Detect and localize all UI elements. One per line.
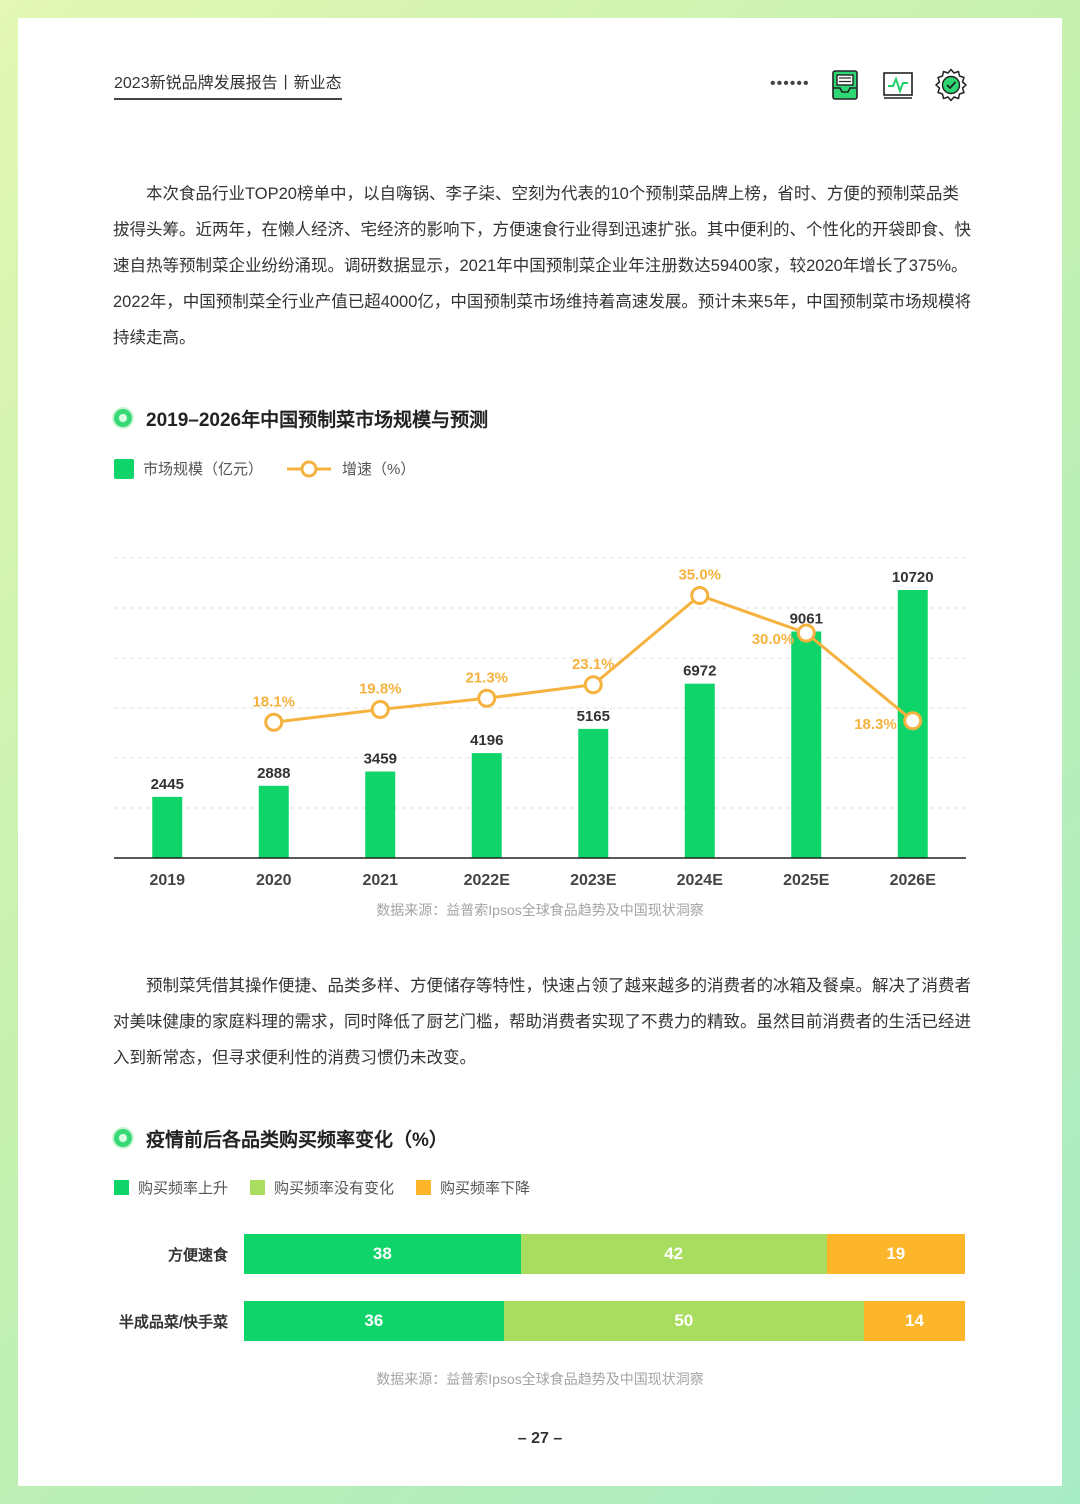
- second-paragraph: 预制菜凭借其操作便捷、品类多样、方便储存等特性，快速占领了越来越多的消费者的冰箱…: [113, 977, 971, 1067]
- growth-label: 30.0%: [752, 631, 795, 648]
- chart1-source: 数据来源：益普索Ipsos全球食品趋势及中国现状洞察: [376, 902, 704, 918]
- growth-label: 21.3%: [465, 669, 508, 686]
- bar-value-label: 5165: [577, 708, 610, 725]
- growth-point: [370, 700, 390, 719]
- growth-label: 23.1%: [572, 656, 615, 673]
- bar-2021: [365, 771, 396, 858]
- bar-value-label: 2445: [151, 776, 184, 793]
- legend-up-label: 购买频率上升: [138, 1180, 229, 1197]
- inbox-icon[interactable]: [828, 68, 862, 102]
- down-swatch-icon: [416, 1180, 432, 1195]
- document-title: 2023新锐品牌发展报告丨新业态: [114, 75, 342, 92]
- bar-2019: [152, 796, 183, 858]
- growth-point: [903, 711, 923, 731]
- growth-point: [477, 688, 497, 708]
- category-label: 半成品菜/快手菜: [118, 1314, 228, 1331]
- bar-swatch-icon: [114, 458, 134, 479]
- chart1-title-text: 2019–2026年中国预制菜市场规模与预测: [146, 409, 489, 431]
- line-swatch-icon: [287, 460, 332, 477]
- x-tick-label: 2025E: [783, 872, 830, 889]
- bar-2022E: [471, 753, 502, 858]
- page-number: – 27 –: [517, 1430, 563, 1447]
- intro-paragraph: 本次食品行业TOP20榜单中，以自嗨锅、李子柒、空刻为代表的10个预制菜品牌上榜…: [113, 185, 972, 347]
- market-size-chart: 2445 2019 2888 2020 3459 2021 4196 2022E 5165 202…: [114, 557, 966, 889]
- chart2-title: 疫情前后各品类购买频率变化（%）: [114, 1124, 448, 1152]
- bar-2020: [258, 785, 289, 858]
- report-page: 2023新锐品牌发展报告丨新业态 •••••• 本次食品行业TOP20榜单中，以…: [18, 18, 1062, 1486]
- legend-down-label: 购买频率下降: [440, 1180, 531, 1197]
- chart1-legend: 市场规模（亿元） 增速（%）: [114, 458, 437, 479]
- x-tick-label: 2020: [256, 872, 292, 889]
- stacked-segment: 19: [826, 1234, 965, 1274]
- chart-monitor-icon[interactable]: [881, 68, 915, 102]
- bar-2023E: [578, 728, 609, 858]
- legend-same-label: 购买频率没有变化: [274, 1180, 395, 1197]
- growth-point: [583, 675, 603, 695]
- x-tick-label: 2026E: [890, 872, 937, 889]
- more-dots-icon[interactable]: ••••••: [770, 75, 810, 92]
- bar-value-label: 2888: [257, 765, 290, 782]
- growth-point: [796, 623, 816, 643]
- growth-label: 35.0%: [678, 567, 721, 584]
- legend-bar-label: 市场规模（亿元）: [143, 461, 264, 478]
- legend-bar-item: 市场规模（亿元）: [114, 458, 263, 479]
- gear-check-icon[interactable]: [934, 68, 968, 102]
- chart2-legend: 购买频率上升 购买频率没有变化 购买频率下降: [114, 1177, 552, 1198]
- growth-label: 19.8%: [359, 681, 402, 698]
- x-tick-label: 2023E: [570, 872, 617, 889]
- growth-point: [690, 586, 710, 605]
- growth-point: [264, 712, 284, 732]
- legend-up-item: 购买频率上升: [114, 1177, 228, 1198]
- bar-value-label: 3459: [364, 751, 397, 768]
- stacked-segment: 50: [503, 1301, 865, 1341]
- stacked-segment: 14: [864, 1301, 965, 1341]
- bar-value-label: 4196: [470, 732, 503, 749]
- bar-2025E: [791, 631, 822, 858]
- stacked-segment: 42: [520, 1234, 827, 1274]
- x-tick-label: 2022E: [464, 872, 511, 889]
- legend-same-item: 购买频率没有变化: [250, 1177, 394, 1198]
- title-underline: [114, 98, 342, 100]
- bar-value-label: 9061: [790, 610, 823, 627]
- growth-label: 18.1%: [252, 693, 295, 710]
- x-tick-label: 2019: [149, 872, 185, 889]
- legend-line-item: 增速（%）: [285, 458, 415, 479]
- x-tick-label: 2024E: [677, 872, 724, 889]
- same-swatch-icon: [250, 1180, 266, 1195]
- stacked-segment: 38: [244, 1234, 521, 1274]
- stacked-segment: 36: [244, 1301, 504, 1341]
- bar-value-label: 6972: [683, 663, 716, 680]
- chart1-title: 2019–2026年中国预制菜市场规模与预测: [114, 404, 488, 432]
- bar-2024E: [684, 683, 715, 858]
- growth-label: 18.3%: [854, 716, 897, 733]
- up-swatch-icon: [114, 1180, 129, 1195]
- bar-value-label: 10720: [892, 569, 934, 586]
- legend-down-item: 购买频率下降: [416, 1177, 530, 1198]
- title-bullet-icon: [114, 1129, 132, 1147]
- title-bullet-icon: [114, 409, 132, 427]
- chart2-source: 数据来源：益普索Ipsos全球食品趋势及中国现状洞察: [376, 1371, 704, 1387]
- legend-line-label: 增速（%）: [342, 461, 416, 478]
- category-label: 方便速食: [167, 1247, 228, 1264]
- x-tick-label: 2021: [362, 872, 398, 889]
- chart2-title-text: 疫情前后各品类购买频率变化（%）: [146, 1129, 448, 1151]
